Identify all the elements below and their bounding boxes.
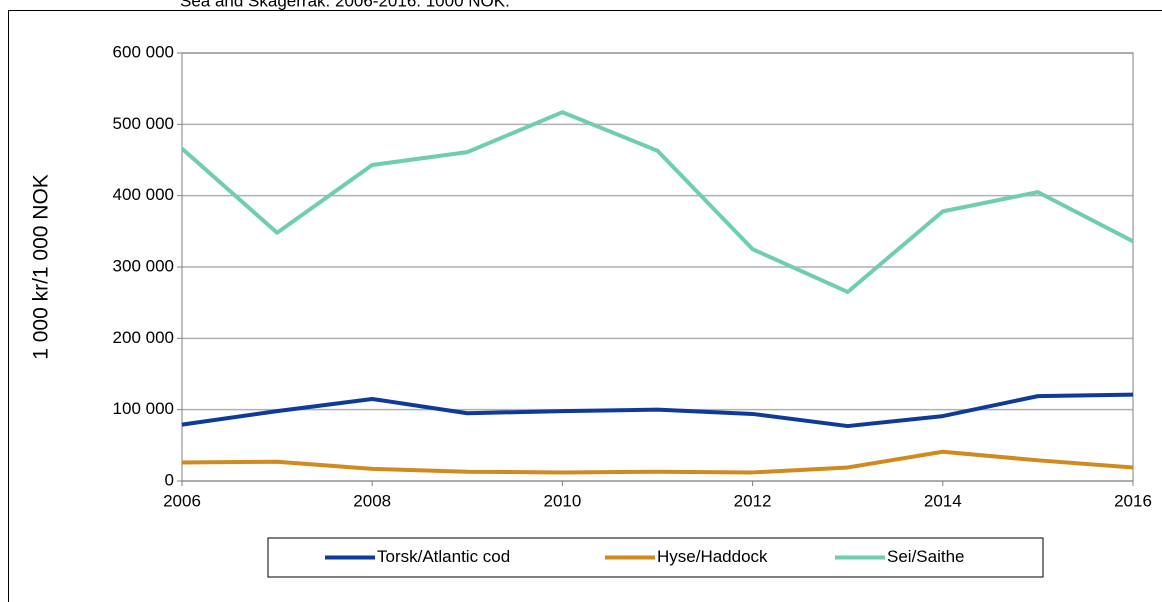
y-tick-label: 100 000	[113, 399, 174, 418]
series-line	[181, 449, 1134, 475]
plot-border	[181, 52, 1134, 482]
series-line	[180, 110, 1134, 294]
legend-box	[267, 537, 1044, 578]
x-tick-label: 2010	[543, 491, 581, 510]
y-tick-label: 300 000	[113, 256, 174, 275]
y-tick-label: 0	[165, 470, 174, 489]
legend-label: Hyse/Haddock	[657, 547, 768, 566]
y-axis-label: 1 000 kr/1 000 NOK	[30, 174, 53, 360]
x-tick-label: 2006	[163, 491, 201, 510]
y-tick-label: 600 000	[113, 42, 174, 61]
y-tick-label: 500 000	[113, 114, 174, 133]
legend-label: Torsk/Atlantic cod	[377, 547, 510, 566]
x-tick-label: 2014	[924, 491, 962, 510]
x-tick-label: 2016	[1114, 491, 1152, 510]
x-tick-label: 2008	[353, 491, 391, 510]
chart-title: Sea and Skagerrak. 2006-2016. 1000 NOK.	[180, 0, 510, 10]
y-tick-label: 400 000	[113, 185, 174, 204]
x-tick-label: 2012	[734, 491, 772, 510]
legend-label: Sei/Saithe	[887, 547, 965, 566]
y-tick-label: 200 000	[113, 328, 174, 347]
chart-frame	[8, 10, 1162, 602]
series-line	[181, 392, 1134, 429]
